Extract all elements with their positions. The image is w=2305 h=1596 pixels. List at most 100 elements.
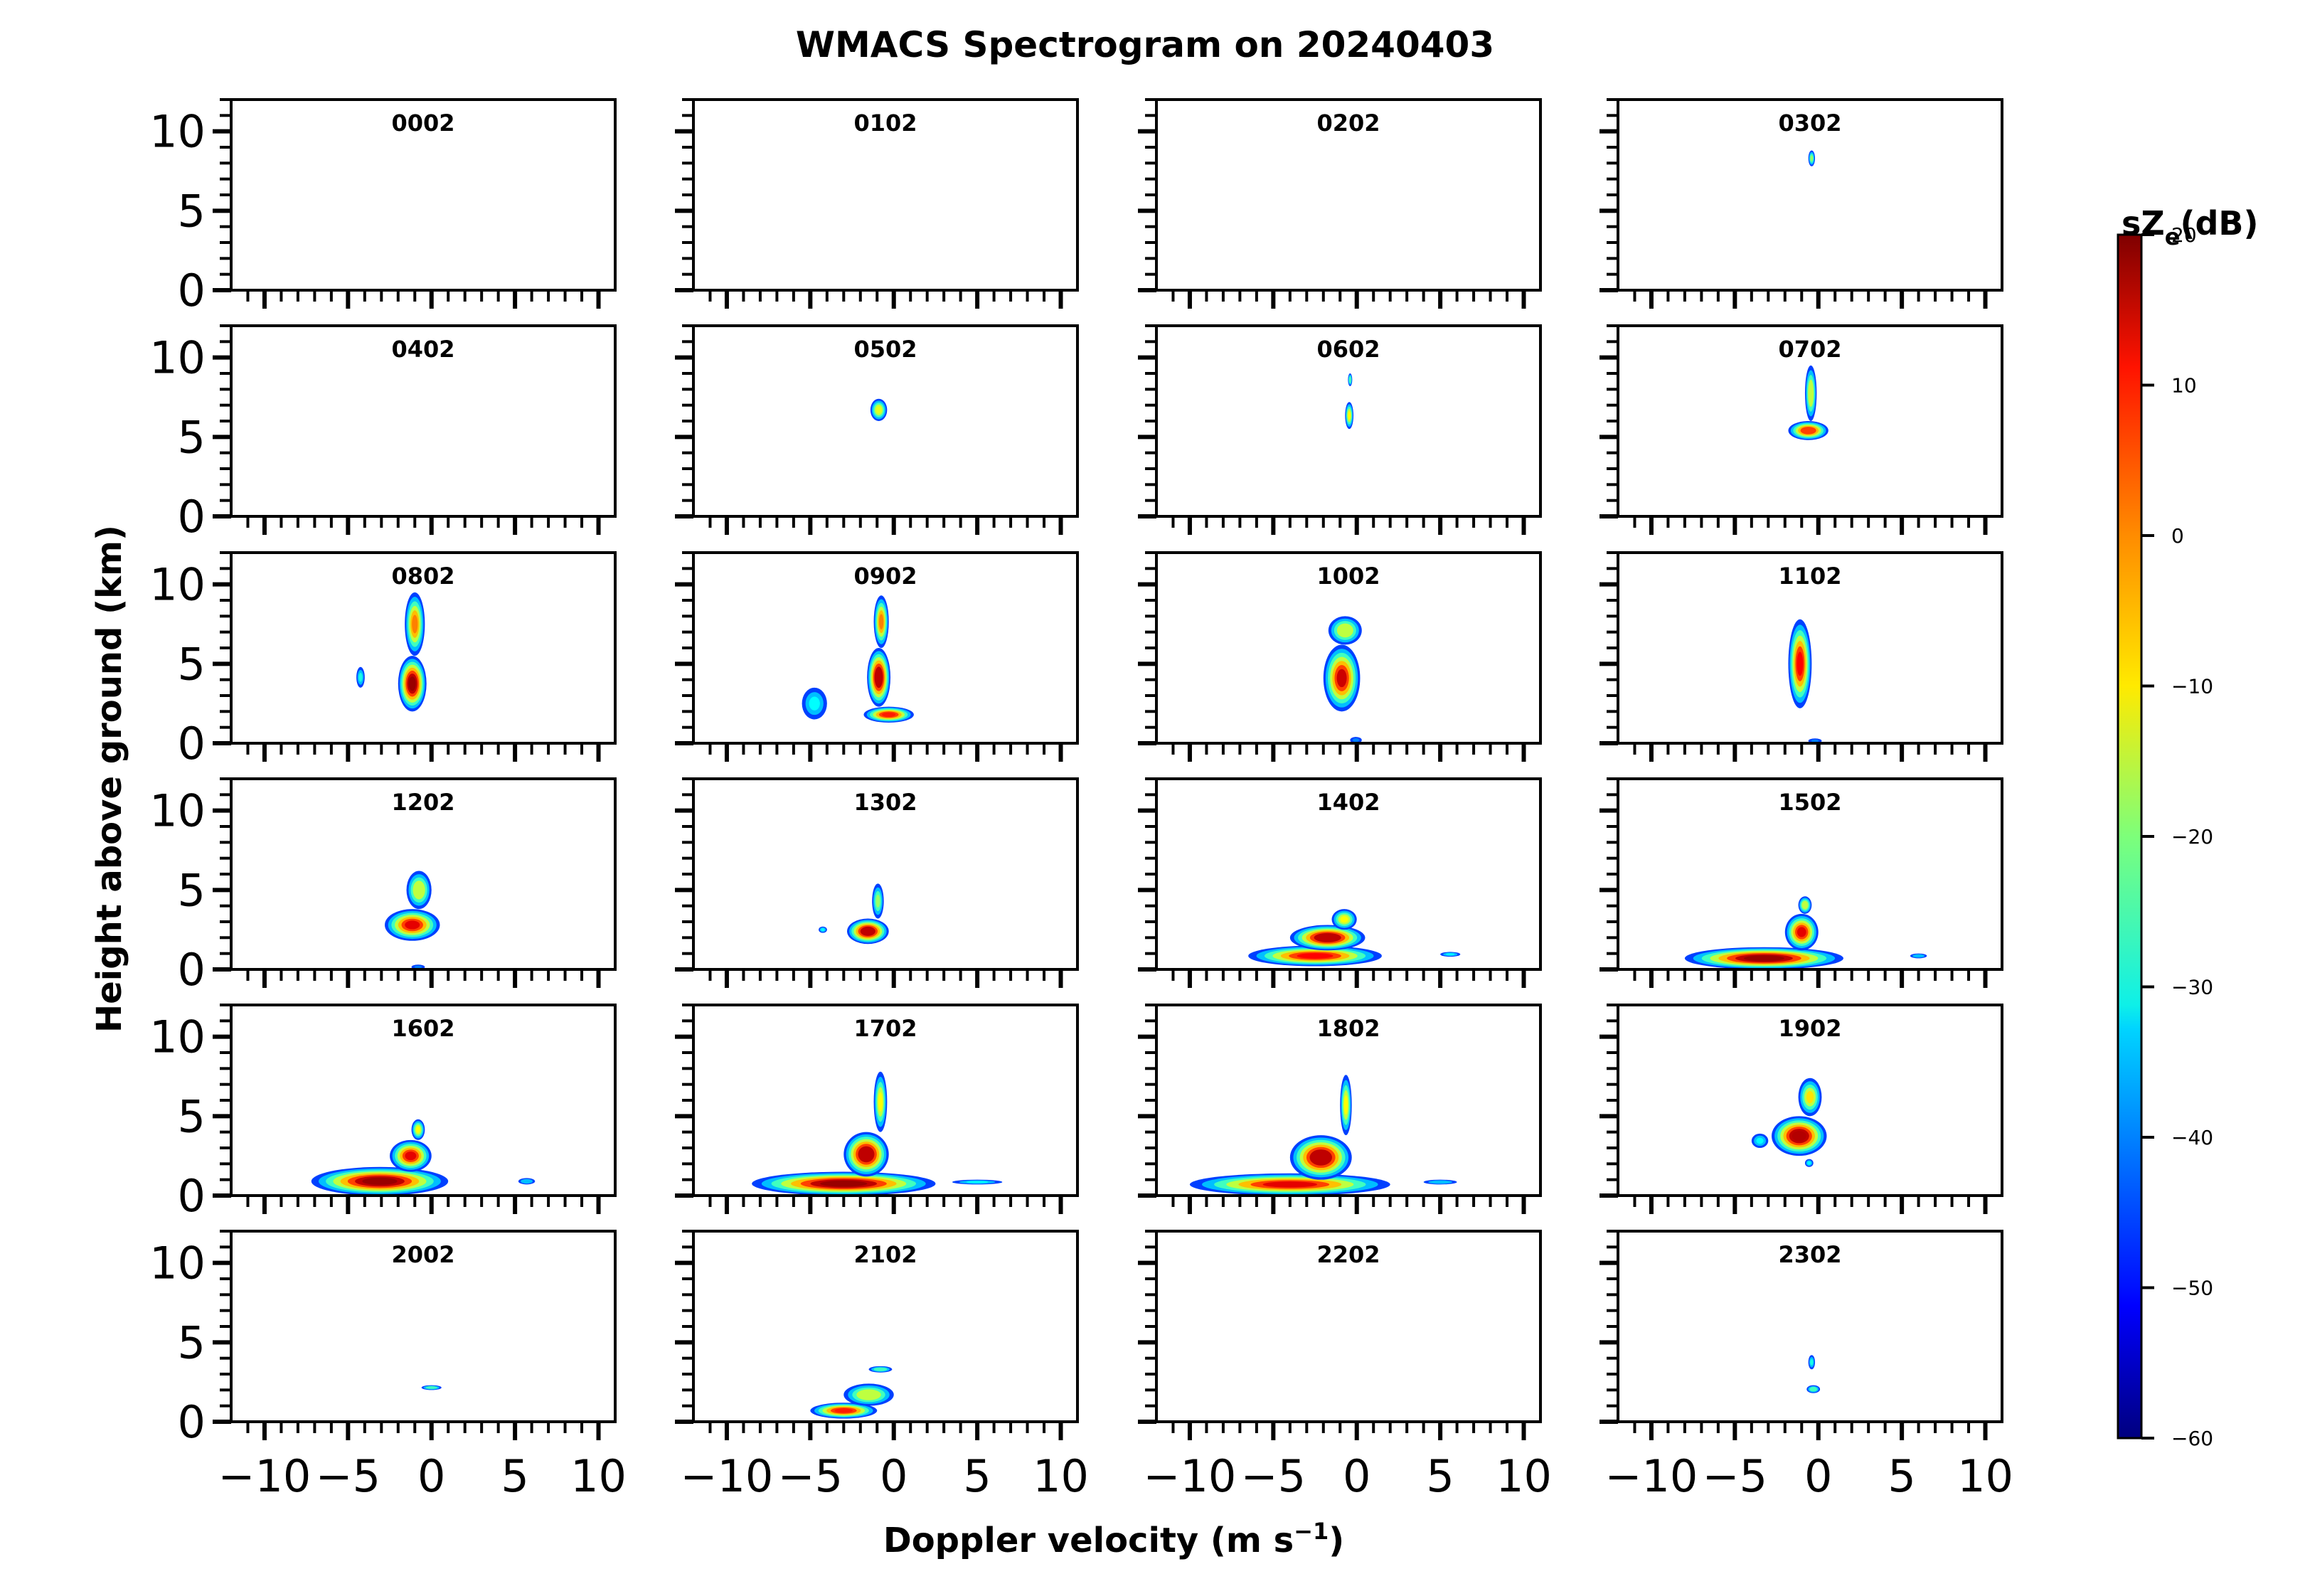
panel-time-label: 1302 xyxy=(853,789,917,816)
panel-data xyxy=(385,871,440,969)
panel-data xyxy=(1751,1078,1827,1167)
colorbar-tick-label: −20 xyxy=(2171,825,2213,848)
spectral-blob-2 xyxy=(414,965,422,969)
y-tick-label: 5 xyxy=(178,638,206,690)
y-tick-label: 10 xyxy=(149,332,206,384)
spectral-blob-1 xyxy=(1796,927,1806,937)
panel-data xyxy=(1806,1355,1821,1393)
spectral-blob-3 xyxy=(523,1179,531,1183)
spectral-blob-3 xyxy=(1446,953,1455,956)
spectral-blob-0 xyxy=(427,1386,435,1389)
spectral-blob-2 xyxy=(1756,1137,1764,1144)
spectral-blob-1 xyxy=(1318,934,1338,941)
panel-0702: 0702 xyxy=(1599,324,2003,535)
y-tick-label: 0 xyxy=(178,1170,206,1222)
spectral-blob-1 xyxy=(1349,377,1351,383)
panel-background xyxy=(1618,100,2002,290)
colorbar-tick-label: 10 xyxy=(2171,374,2197,398)
spectral-blob-2 xyxy=(358,673,363,682)
spectral-blob-0 xyxy=(1348,411,1351,420)
y-tick-label: 5 xyxy=(178,1090,206,1142)
panel-data xyxy=(421,1385,442,1390)
spectral-blob-1 xyxy=(860,1148,873,1160)
colorbar-gradient xyxy=(2117,233,2143,1440)
spectral-blob-2 xyxy=(1802,902,1807,908)
panel-time-label: 0902 xyxy=(853,563,917,590)
x-tick-label: 0 xyxy=(1804,1450,1832,1502)
x-tick-label: −5 xyxy=(778,1450,843,1502)
panel-0402: 0402 0 5 10 xyxy=(149,324,617,543)
panel-time-label: 0402 xyxy=(391,336,454,363)
panel-time-label: 1802 xyxy=(1316,1015,1380,1042)
x-axis-label: Doppler velocity (m s−1) xyxy=(883,1518,1344,1560)
panel-data xyxy=(1684,896,1927,969)
colorbar-tick-label: −10 xyxy=(2171,675,2213,698)
panel-0602: 0602 xyxy=(1138,324,1542,535)
panel-data xyxy=(1788,365,1828,440)
spectral-blob-2 xyxy=(1340,916,1348,923)
panel-2302: 2302 −10 −5 0 5 10 xyxy=(1599,1230,2013,1502)
spectral-blob-0 xyxy=(834,1408,853,1413)
x-tick-label: −10 xyxy=(1144,1450,1237,1502)
spectral-blob-0 xyxy=(1803,427,1814,434)
panel-data xyxy=(356,592,427,712)
panel-1102: 1102 xyxy=(1599,551,2003,762)
colorbar-tick-label: −60 xyxy=(2171,1427,2213,1450)
panel-data xyxy=(802,595,914,723)
spectral-blob-1 xyxy=(1806,1090,1814,1104)
x-tick-label: 5 xyxy=(501,1450,528,1502)
panel-background xyxy=(1156,1231,1540,1422)
panel-2102: 2102 −10 −5 0 5 10 xyxy=(675,1230,1089,1502)
x-tick-label: 10 xyxy=(1496,1450,1552,1502)
panel-time-label: 1602 xyxy=(391,1015,454,1042)
spectral-blob-1 xyxy=(405,1151,417,1161)
panel-data xyxy=(311,1119,536,1196)
colorbar-tick-label: −50 xyxy=(2171,1277,2213,1300)
spectral-blob-2 xyxy=(875,1368,885,1371)
spectral-blob-0 xyxy=(862,927,873,935)
spectral-blob-2 xyxy=(415,1126,420,1133)
panel-time-label: 0502 xyxy=(853,336,917,363)
panel-time-label: 0102 xyxy=(853,110,917,137)
panel-time-label: 1202 xyxy=(391,789,454,816)
spectral-blob-2 xyxy=(1343,1095,1348,1115)
panel-background xyxy=(1156,100,1540,290)
y-tick-label: 5 xyxy=(178,185,206,237)
spectral-blob-0 xyxy=(1336,669,1347,688)
panel-time-label: 0002 xyxy=(391,110,454,137)
y-tick-label: 10 xyxy=(149,1238,206,1289)
x-tick-label: 10 xyxy=(1033,1450,1089,1502)
spectral-blob-2 xyxy=(1352,738,1360,743)
spectral-blob-1 xyxy=(861,1391,877,1399)
colorbar-tick-label: −30 xyxy=(2171,976,2213,999)
panel-time-label: 1702 xyxy=(853,1015,917,1042)
panel-time-label: 2102 xyxy=(853,1241,917,1268)
x-tick-label: −5 xyxy=(1241,1450,1306,1502)
panel-0302: 0302 xyxy=(1599,98,2003,309)
panel-data xyxy=(1788,619,1822,743)
spectral-blob-0 xyxy=(875,406,882,414)
panel-data xyxy=(752,1071,1003,1196)
panel-1602: 1602 0 5 10 xyxy=(149,1004,617,1222)
spectral-blob-2 xyxy=(878,1092,883,1112)
y-tick-label: 10 xyxy=(149,1011,206,1063)
spectral-blob-0 xyxy=(1297,953,1334,959)
panel-1202: 1202 0 5 10 xyxy=(149,777,617,996)
panel-time-label: 1502 xyxy=(1778,789,1841,816)
y-tick-label: 0 xyxy=(178,491,206,543)
spectral-blob-0 xyxy=(1796,651,1804,676)
x-tick-label: −5 xyxy=(1703,1450,1767,1502)
spectral-blob-0 xyxy=(1810,155,1814,161)
panel-time-label: 0802 xyxy=(391,563,454,590)
spectral-blob-1 xyxy=(1811,739,1819,743)
x-tick-label: 5 xyxy=(963,1450,991,1502)
spectral-blob-2 xyxy=(821,928,825,932)
x-tick-label: 10 xyxy=(570,1450,627,1502)
spectral-blob-0 xyxy=(408,676,416,691)
spectral-blob-3 xyxy=(1915,954,1922,957)
spectral-blob-0 xyxy=(1262,1181,1318,1188)
spectral-blob-1 xyxy=(1809,384,1813,403)
panel-0102: 0102 xyxy=(675,98,1079,309)
panel-0902: 0902 xyxy=(675,551,1079,762)
